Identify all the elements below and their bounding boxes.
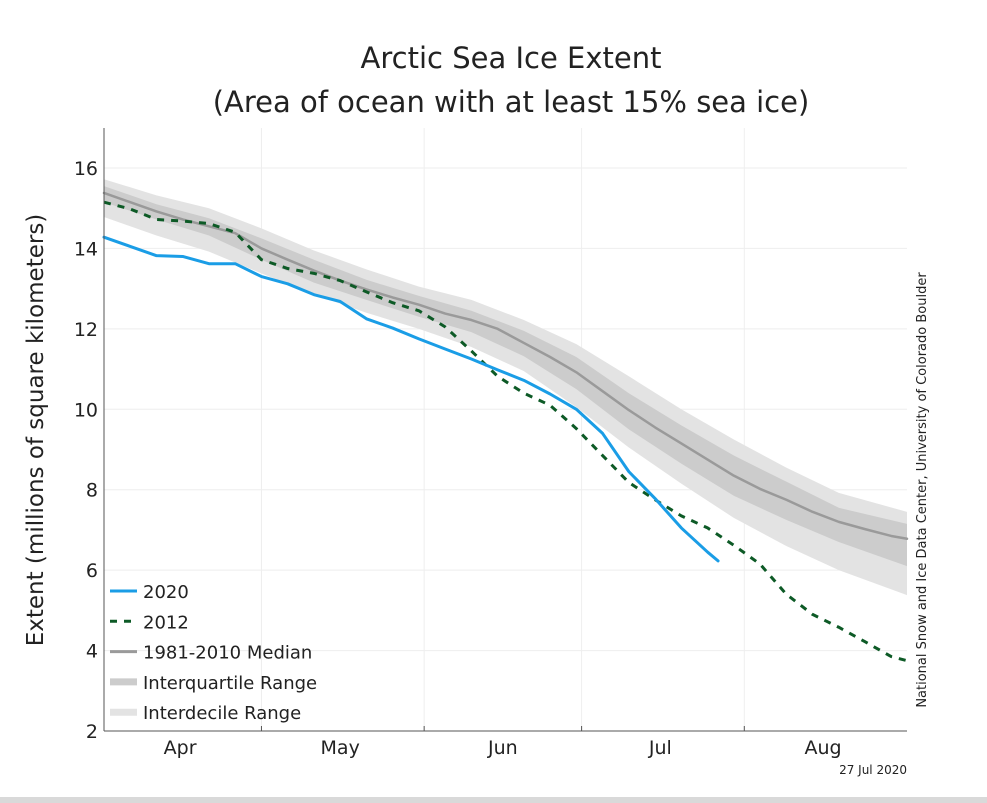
legend-label: 1981-2010 Median — [143, 643, 312, 664]
credit-text: National Snow and Ice Data Center, Unive… — [915, 272, 930, 708]
legend-item: 1981-2010 Median — [110, 643, 312, 664]
y-tick-label: 6 — [86, 560, 98, 582]
x-tick-label: Jun — [487, 737, 518, 759]
interdecile-range-band — [104, 179, 907, 596]
y-tick-label: 10 — [74, 399, 98, 421]
axes — [103, 128, 907, 732]
date-stamp: 27 Jul 2020 — [839, 763, 907, 777]
legend-label: 2020 — [143, 582, 189, 603]
y-tick-label: 14 — [74, 238, 98, 260]
series-line-2020 — [102, 235, 720, 563]
bottom-bar — [0, 797, 987, 803]
y-axis-label: Extent (millions of square kilometers) — [23, 214, 49, 647]
x-tick-label: Apr — [164, 737, 197, 759]
y-tick-label: 16 — [74, 158, 98, 180]
legend-label: Interdecile Range — [143, 703, 301, 724]
legend-label: Interquartile Range — [143, 673, 317, 694]
y-tick-label: 12 — [74, 319, 98, 341]
x-tick-labels: Apr May Jun Jul Aug — [164, 726, 842, 759]
chart-title: Arctic Sea Ice Extent — [361, 41, 662, 75]
y-tick-label: 8 — [86, 480, 98, 502]
x-tick-label: Aug — [804, 737, 841, 759]
series-line-2012 — [103, 200, 908, 663]
y-tick-label: 2 — [86, 721, 98, 743]
legend-item: Interquartile Range — [110, 673, 317, 694]
x-tick-label: Jul — [648, 737, 672, 759]
series-lines — [102, 191, 909, 663]
chart-subtitle: (Area of ocean with at least 15% sea ice… — [213, 85, 810, 119]
legend-item: 2012 — [110, 612, 189, 633]
y-tick-label: 4 — [86, 641, 98, 663]
legend-item: 2020 — [110, 582, 189, 603]
interquartile-range-band — [104, 186, 907, 567]
legend-label: 2012 — [143, 612, 189, 633]
y-tick-labels: 2 4 6 8 10 12 14 16 — [74, 158, 98, 743]
x-tick-label: May — [321, 737, 360, 759]
legend-item: Interdecile Range — [110, 703, 301, 724]
range-bands — [104, 179, 907, 596]
legend: 2020 2012 1981-2010 Median Interquartile Ra… — [110, 582, 317, 724]
